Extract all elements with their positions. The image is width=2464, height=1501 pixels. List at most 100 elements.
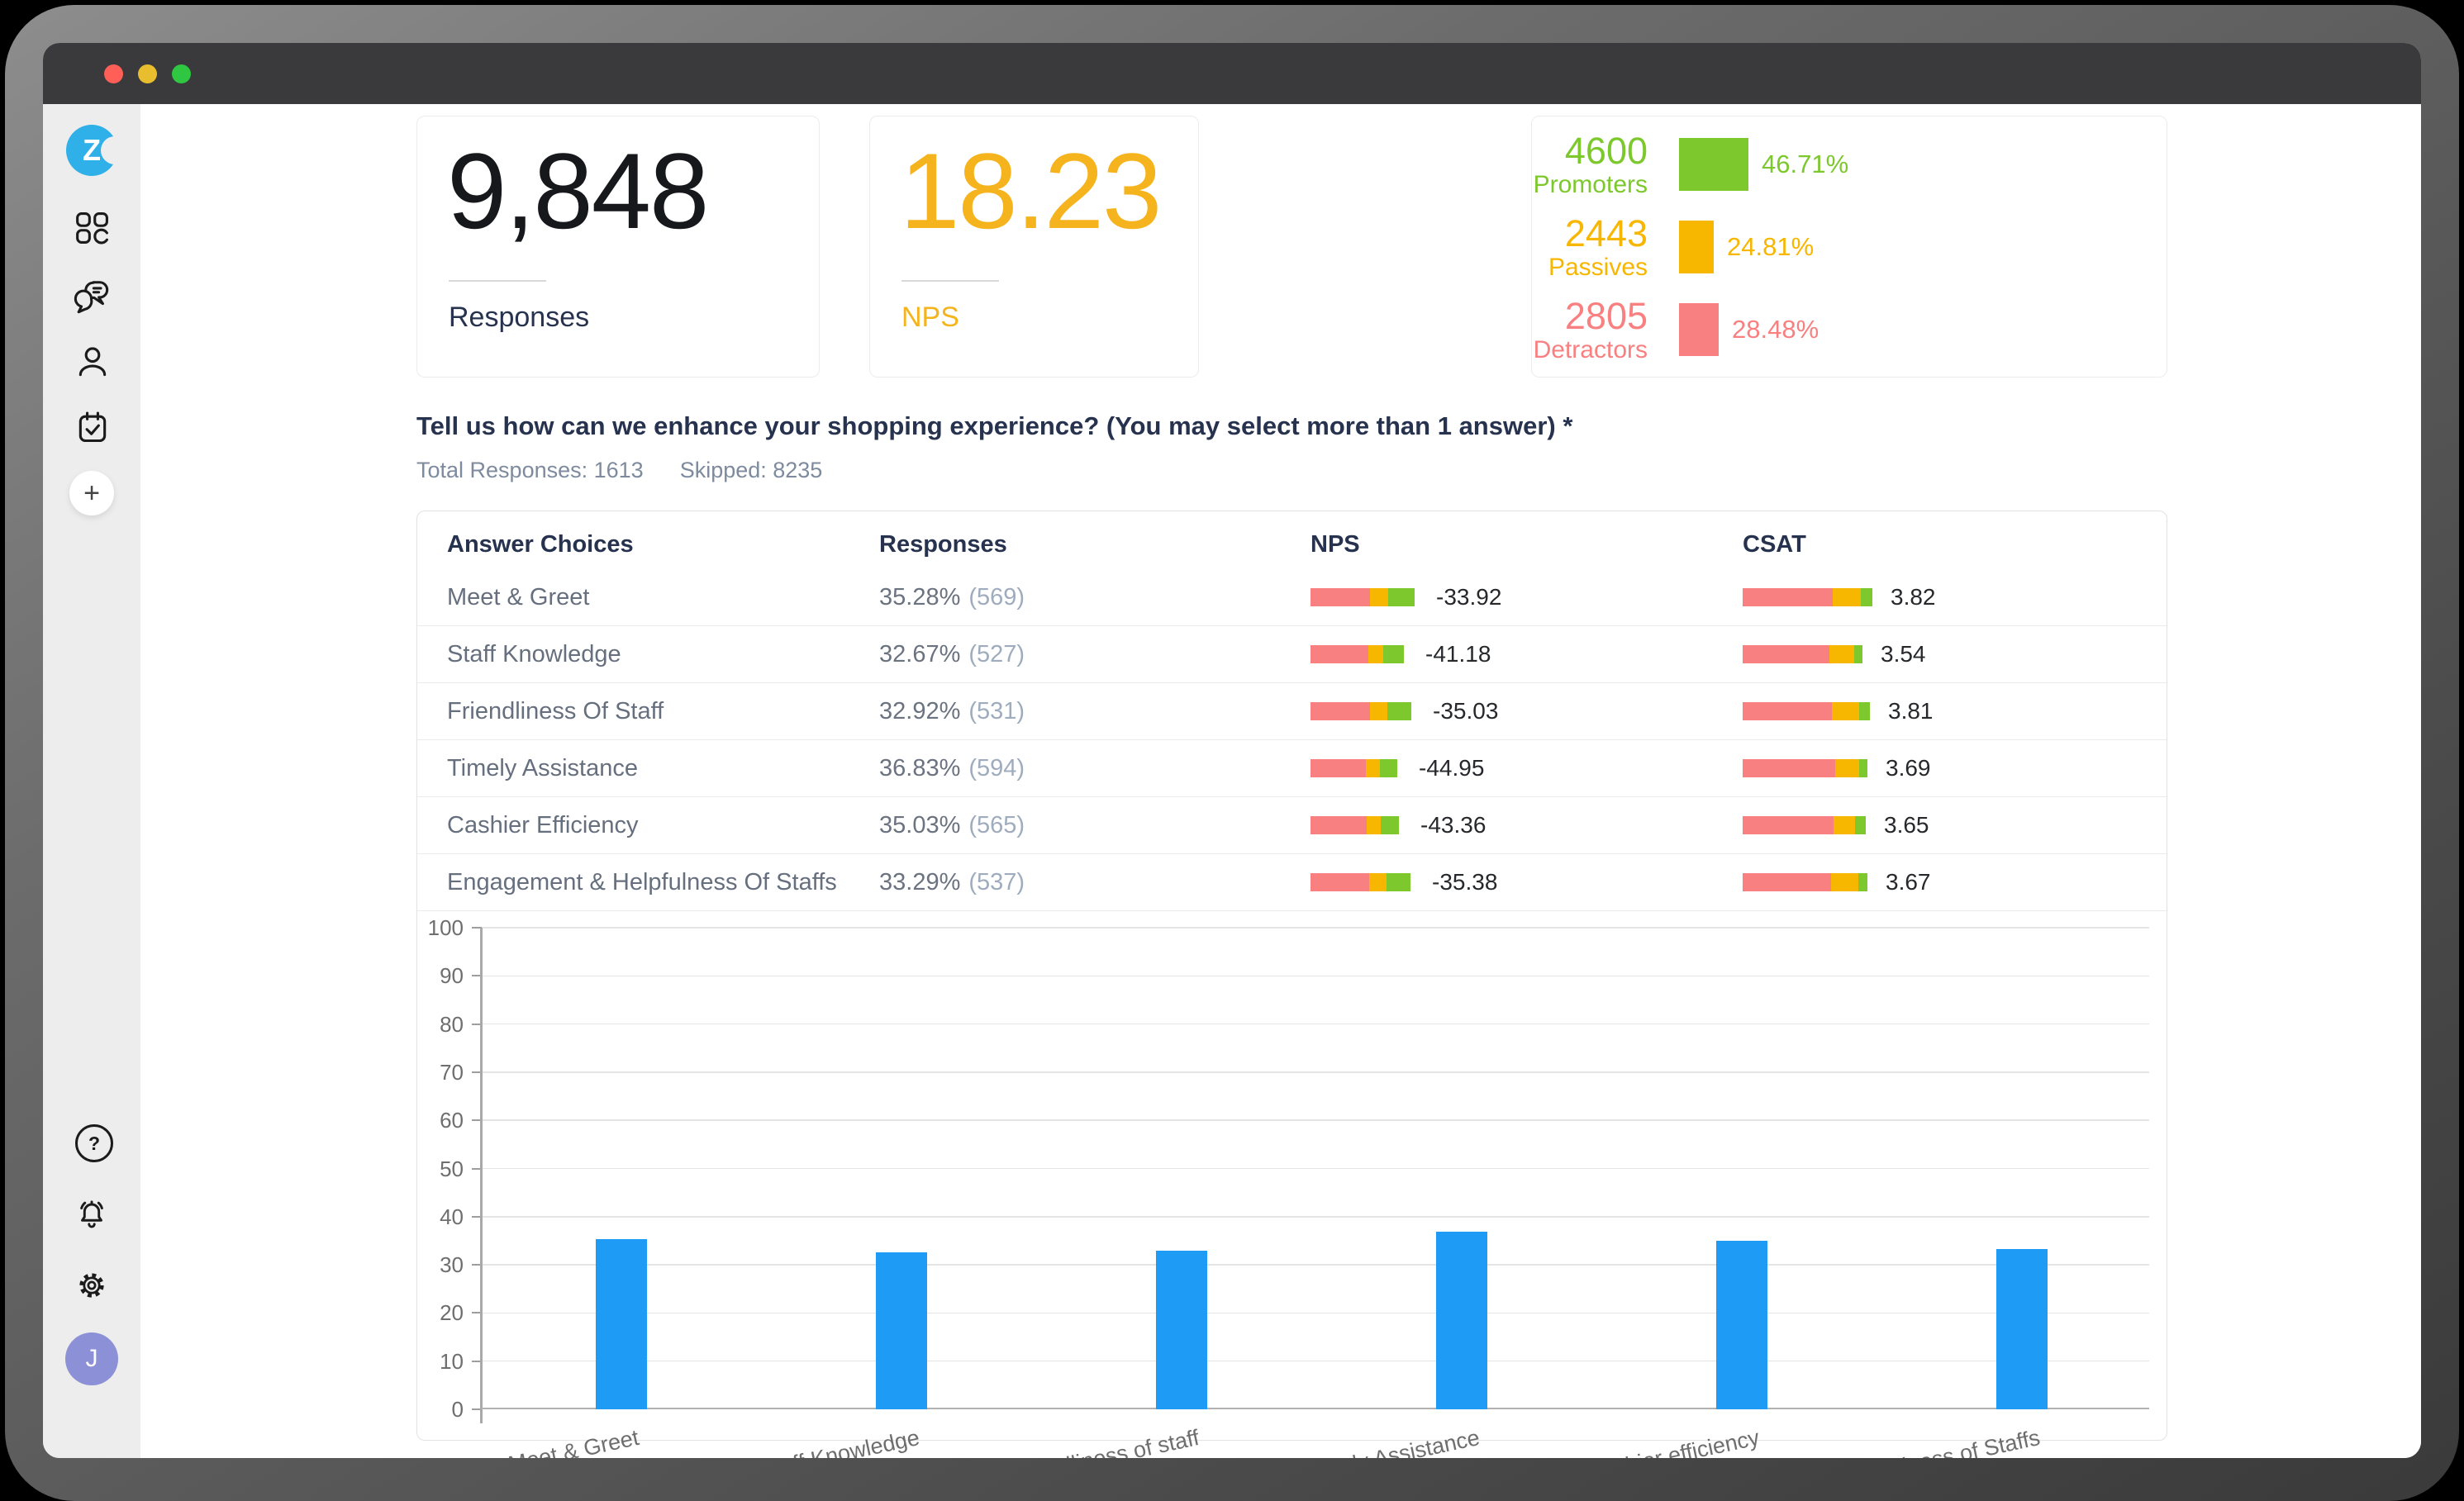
y-tick: [472, 1360, 482, 1362]
nps-distribution-bar: [1310, 588, 1415, 606]
csat-distribution-bar: [1743, 588, 1872, 606]
column-header-responses: Responses: [879, 531, 1007, 558]
breakdown-label: Detractors: [1533, 336, 1648, 364]
gridline: [482, 1216, 2149, 1218]
y-axis-label: 70: [440, 1059, 464, 1085]
sidebar-settings-button[interactable]: [74, 1267, 110, 1304]
response-percentage: 35.03%: [879, 811, 961, 838]
breakdown-text: 2805 Detractors: [1532, 296, 1648, 364]
help-icon: ?: [75, 1124, 113, 1162]
csat-cell: 3.81: [1743, 683, 1934, 739]
gridline: [482, 1071, 2149, 1073]
nps-value: -41.18: [1425, 641, 1491, 667]
nps-value: -43.36: [1420, 812, 1486, 838]
x-axis-category-label: Timely Assistance: [1302, 1425, 1482, 1458]
x-axis-category-label: Cashier efficiency: [1585, 1425, 1762, 1458]
chart-bar: [1436, 1232, 1487, 1409]
sidebar-item-surveys[interactable]: [74, 409, 111, 445]
sidebar-add-button[interactable]: +: [69, 471, 114, 515]
gridline: [482, 927, 2149, 929]
sidebar-item-conversations[interactable]: [73, 278, 111, 316]
avatar-initial: J: [65, 1332, 118, 1385]
dashboard-grid-icon: [76, 212, 108, 245]
nps-value: -44.95: [1419, 755, 1485, 781]
chart-bar: [596, 1239, 647, 1409]
user-avatar[interactable]: J: [65, 1332, 118, 1385]
bar-segment: [1743, 645, 1829, 663]
response-count: (565): [968, 811, 1025, 838]
response-percentage: 32.67%: [879, 640, 961, 667]
window-body: Z: [43, 104, 2421, 1458]
sidebar-item-dashboard[interactable]: [74, 210, 111, 246]
csat-cell: 3.82: [1743, 569, 1936, 625]
breakdown-bar: [1679, 303, 1719, 356]
window-titlebar: [43, 43, 2421, 104]
csat-distribution-bar: [1743, 645, 1862, 663]
nps-cell: -35.38: [1310, 854, 1497, 910]
x-axis-line: [482, 1408, 2149, 1409]
nps-value: -35.38: [1432, 869, 1498, 895]
y-tick: [472, 1167, 482, 1170]
responses-cell: 32.92% (531): [879, 683, 1025, 739]
bar-segment: [1381, 816, 1399, 834]
sidebar-item-contacts[interactable]: [74, 344, 111, 380]
gear-icon: [79, 1273, 104, 1298]
bar-segment: [1861, 588, 1872, 606]
nps-score-value: 18.23: [900, 131, 1162, 251]
breakdown-percentage: 46.71%: [1762, 150, 1849, 178]
bar-segment: [1831, 873, 1858, 891]
logo-z-icon: Z: [66, 125, 129, 176]
zoom-window-button[interactable]: [172, 64, 191, 83]
nps-distribution-bar: [1310, 645, 1404, 663]
bar-segment: [1366, 759, 1380, 777]
breakdown-count: 4600: [1564, 129, 1648, 172]
responses-total-value: 9,848: [447, 131, 709, 251]
y-axis-line: [480, 928, 483, 1423]
bar-segment: [1367, 816, 1381, 834]
y-axis-label: 40: [440, 1204, 464, 1229]
nps-value: -35.03: [1433, 698, 1499, 724]
plus-icon: +: [69, 471, 114, 515]
y-tick: [472, 1071, 482, 1073]
card-divider: [901, 280, 999, 282]
y-tick: [472, 927, 482, 929]
app-logo[interactable]: Z: [66, 125, 129, 176]
gridline: [482, 1360, 2149, 1362]
responses-cell: 36.83% (594): [879, 740, 1025, 796]
responses-cell: 35.28% (569): [879, 569, 1025, 625]
y-tick: [472, 975, 482, 977]
column-header-csat: CSAT: [1743, 531, 1806, 558]
breakdown-label: Promoters: [1533, 171, 1648, 199]
bar-segment: [1310, 816, 1367, 834]
bar-segment: [1743, 588, 1833, 606]
y-axis-label: 50: [440, 1156, 464, 1181]
bar-segment: [1387, 702, 1411, 720]
person-icon: [78, 347, 107, 377]
minimize-window-button[interactable]: [138, 64, 157, 83]
breakdown-row-promoters: 4600 Promoters 46.71%: [1532, 130, 2167, 199]
x-axis-category-label: Friendliness of staff: [1007, 1425, 1202, 1458]
sidebar-notifications-button[interactable]: [74, 1195, 110, 1232]
table-row: Timely Assistance 36.83% (594) -44.95 3.…: [417, 740, 2167, 797]
gridline: [482, 1167, 2149, 1170]
response-percentage: 36.83%: [879, 754, 961, 781]
response-percentage: 32.92%: [879, 697, 961, 724]
bar-segment: [1370, 702, 1387, 720]
bar-segment: [1858, 873, 1867, 891]
breakdown-count: 2805: [1564, 294, 1648, 337]
chart-bar: [876, 1252, 927, 1409]
y-axis-label: 20: [440, 1300, 464, 1326]
bar-segment: [1854, 645, 1862, 663]
close-window-button[interactable]: [104, 64, 123, 83]
bar-segment: [1310, 702, 1370, 720]
response-count: (527): [968, 640, 1025, 667]
bar-segment: [1743, 702, 1832, 720]
responses-summary-card: 9,848 Responses: [416, 116, 820, 378]
gridline: [482, 975, 2149, 977]
nps-card-label: NPS: [901, 302, 959, 333]
y-tick: [472, 1023, 482, 1025]
sidebar-help-button[interactable]: ?: [75, 1124, 113, 1162]
column-header-nps: NPS: [1310, 531, 1360, 558]
y-tick: [472, 1408, 482, 1410]
nps-cell: -44.95: [1310, 740, 1484, 796]
